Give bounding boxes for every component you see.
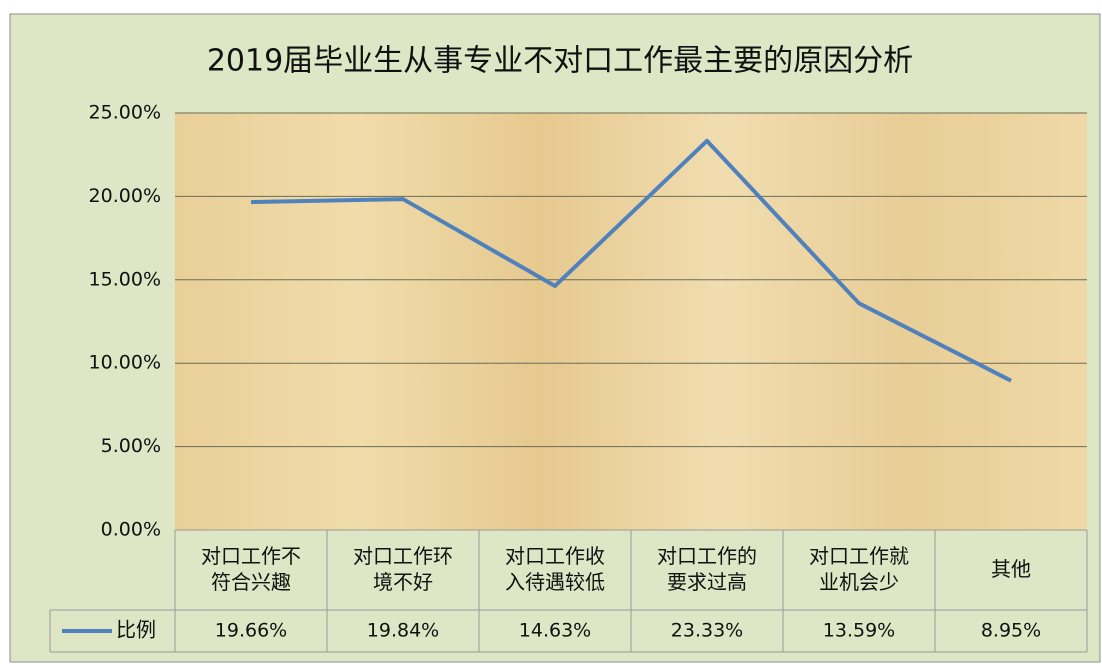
y-tick-label: 15.00% — [89, 268, 161, 290]
data-table-value: 23.33% — [671, 620, 743, 642]
data-table-value: 14.63% — [519, 620, 591, 642]
y-tick-label: 20.00% — [89, 185, 161, 207]
x-tick-label: 对口工作不符合兴趣 — [201, 544, 301, 594]
data-table-value: 19.66% — [215, 620, 287, 642]
x-tick-label: 对口工作环境不好 — [353, 544, 453, 594]
data-table-value: 8.95% — [981, 620, 1041, 642]
y-tick-label: 25.00% — [89, 102, 161, 124]
x-tick-label: 对口工作的要求过高 — [657, 544, 757, 594]
y-tick-label: 5.00% — [101, 435, 161, 457]
x-tick-label: 对口工作收入待遇较低 — [505, 544, 605, 594]
plot-area — [175, 113, 1087, 530]
y-tick-label: 10.00% — [89, 352, 161, 374]
line-series — [250, 138, 1012, 383]
x-tick-label: 对口工作就业机会少 — [809, 544, 909, 594]
x-tick-label: 其他 — [991, 557, 1031, 581]
y-tick-label: 0.00% — [101, 519, 161, 541]
data-table-value: 13.59% — [823, 620, 895, 642]
data-table-value: 19.84% — [367, 620, 439, 642]
chart-title: 2019届毕业生从事专业不对口工作最主要的原因分析 — [207, 44, 913, 79]
legend-label: 比例 — [116, 618, 156, 642]
